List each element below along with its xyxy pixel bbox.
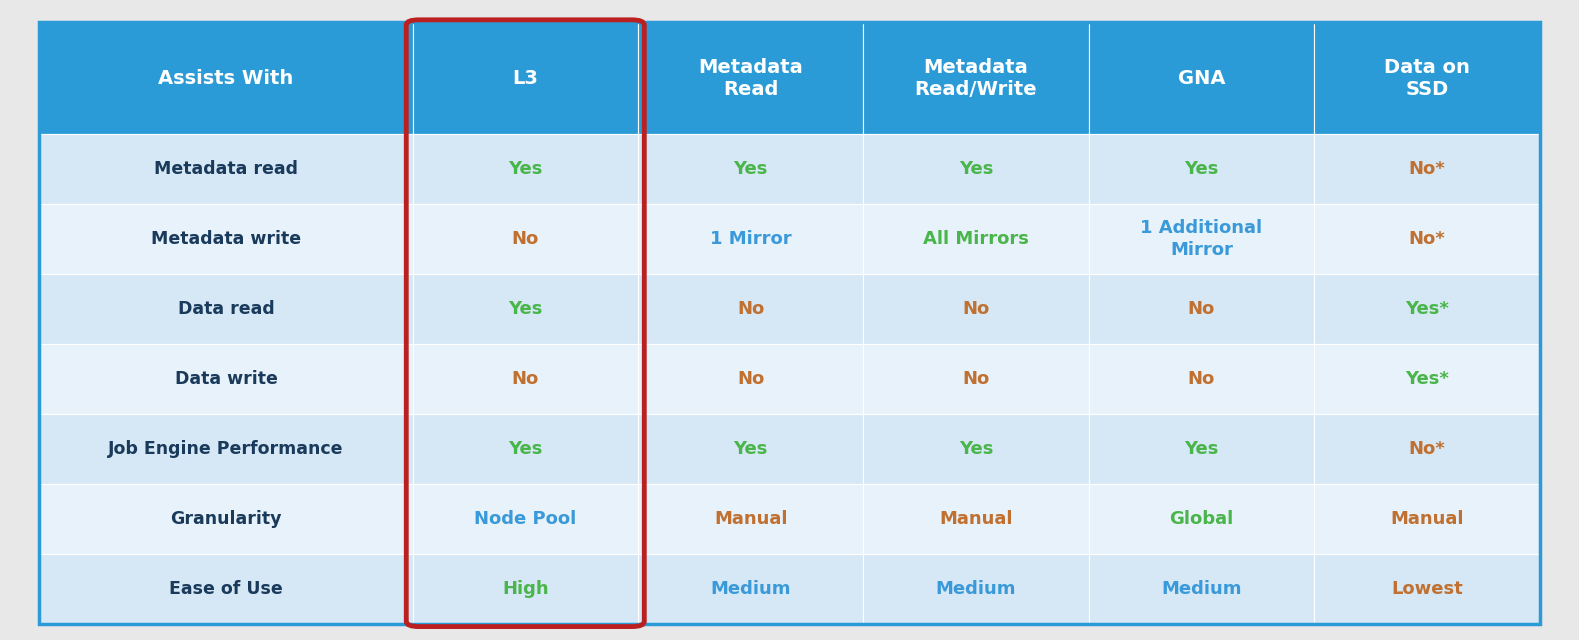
Bar	[1314, 554, 1540, 624]
Bar	[412, 204, 638, 274]
Text: Data on
SSD: Data on SSD	[1383, 58, 1470, 99]
Bar	[638, 274, 864, 344]
Text: Yes: Yes	[1184, 440, 1219, 458]
Bar	[864, 554, 1090, 624]
Text: 1 Mirror: 1 Mirror	[711, 230, 791, 248]
Text: Yes*: Yes*	[1405, 370, 1450, 388]
Bar	[1090, 344, 1314, 414]
Bar	[1314, 22, 1540, 134]
Bar	[1090, 414, 1314, 484]
Bar	[638, 134, 864, 204]
Text: Assists With: Assists With	[158, 68, 294, 88]
Bar	[1314, 204, 1540, 274]
Text: All Mirrors: All Mirrors	[924, 230, 1030, 248]
Bar	[412, 344, 638, 414]
Bar	[1314, 344, 1540, 414]
Bar	[39, 554, 412, 624]
Bar	[39, 414, 412, 484]
Bar	[638, 484, 864, 554]
Bar	[412, 554, 638, 624]
Text: No: No	[963, 300, 990, 318]
Text: No*: No*	[1408, 440, 1445, 458]
Bar	[412, 274, 638, 344]
Text: Metadata write: Metadata write	[152, 230, 302, 248]
Text: Yes: Yes	[508, 300, 543, 318]
Bar	[39, 204, 412, 274]
Bar	[412, 22, 638, 134]
Text: Lowest: Lowest	[1391, 580, 1462, 598]
Text: Metadata
Read: Metadata Read	[698, 58, 804, 99]
Text: L3: L3	[512, 68, 538, 88]
Text: Global: Global	[1170, 510, 1233, 528]
Text: Job Engine Performance: Job Engine Performance	[109, 440, 344, 458]
Text: Yes: Yes	[1184, 160, 1219, 178]
Text: No: No	[737, 300, 764, 318]
Text: No: No	[737, 370, 764, 388]
Text: Manual: Manual	[1390, 510, 1464, 528]
Bar	[1090, 554, 1314, 624]
Bar	[864, 22, 1090, 134]
Bar	[1314, 484, 1540, 554]
Text: Metadata
Read/Write: Metadata Read/Write	[914, 58, 1037, 99]
Bar	[638, 204, 864, 274]
Text: Yes: Yes	[508, 440, 543, 458]
Bar	[864, 204, 1090, 274]
Text: Yes: Yes	[958, 440, 993, 458]
Bar	[39, 484, 412, 554]
Text: Medium: Medium	[1161, 580, 1241, 598]
Text: Medium: Medium	[711, 580, 791, 598]
Text: Data read: Data read	[178, 300, 275, 318]
Bar	[412, 484, 638, 554]
Text: Ease of Use: Ease of Use	[169, 580, 283, 598]
Text: No: No	[512, 230, 538, 248]
Text: No: No	[963, 370, 990, 388]
Bar	[412, 414, 638, 484]
Text: No*: No*	[1408, 230, 1445, 248]
Text: Manual: Manual	[714, 510, 788, 528]
Text: GNA: GNA	[1178, 68, 1225, 88]
Bar	[864, 344, 1090, 414]
Text: 1 Additional
Mirror: 1 Additional Mirror	[1140, 219, 1263, 259]
Bar	[638, 414, 864, 484]
Bar	[1314, 274, 1540, 344]
Bar	[1090, 484, 1314, 554]
Text: Yes: Yes	[734, 440, 767, 458]
Bar	[1090, 22, 1314, 134]
Bar	[1090, 134, 1314, 204]
Text: Yes: Yes	[508, 160, 543, 178]
Bar	[1090, 204, 1314, 274]
Bar	[638, 554, 864, 624]
Text: Node Pool: Node Pool	[474, 510, 576, 528]
Bar	[39, 134, 412, 204]
Bar	[638, 344, 864, 414]
Bar	[39, 274, 412, 344]
Text: High: High	[502, 580, 548, 598]
Text: Yes: Yes	[734, 160, 767, 178]
Text: Metadata read: Metadata read	[155, 160, 298, 178]
Text: Manual: Manual	[940, 510, 1012, 528]
Text: Data write: Data write	[175, 370, 278, 388]
Text: No: No	[1187, 370, 1216, 388]
Text: No: No	[1187, 300, 1216, 318]
Bar	[39, 22, 412, 134]
Bar	[1090, 274, 1314, 344]
Bar	[864, 134, 1090, 204]
Bar	[864, 414, 1090, 484]
Text: Yes*: Yes*	[1405, 300, 1450, 318]
Bar	[1314, 134, 1540, 204]
Text: Yes: Yes	[958, 160, 993, 178]
Text: Medium: Medium	[936, 580, 1017, 598]
Bar	[638, 22, 864, 134]
Text: Granularity: Granularity	[171, 510, 281, 528]
Bar	[1314, 414, 1540, 484]
Text: No: No	[512, 370, 538, 388]
Bar	[864, 484, 1090, 554]
Text: No*: No*	[1408, 160, 1445, 178]
Bar	[39, 344, 412, 414]
Bar	[412, 134, 638, 204]
Bar	[864, 274, 1090, 344]
